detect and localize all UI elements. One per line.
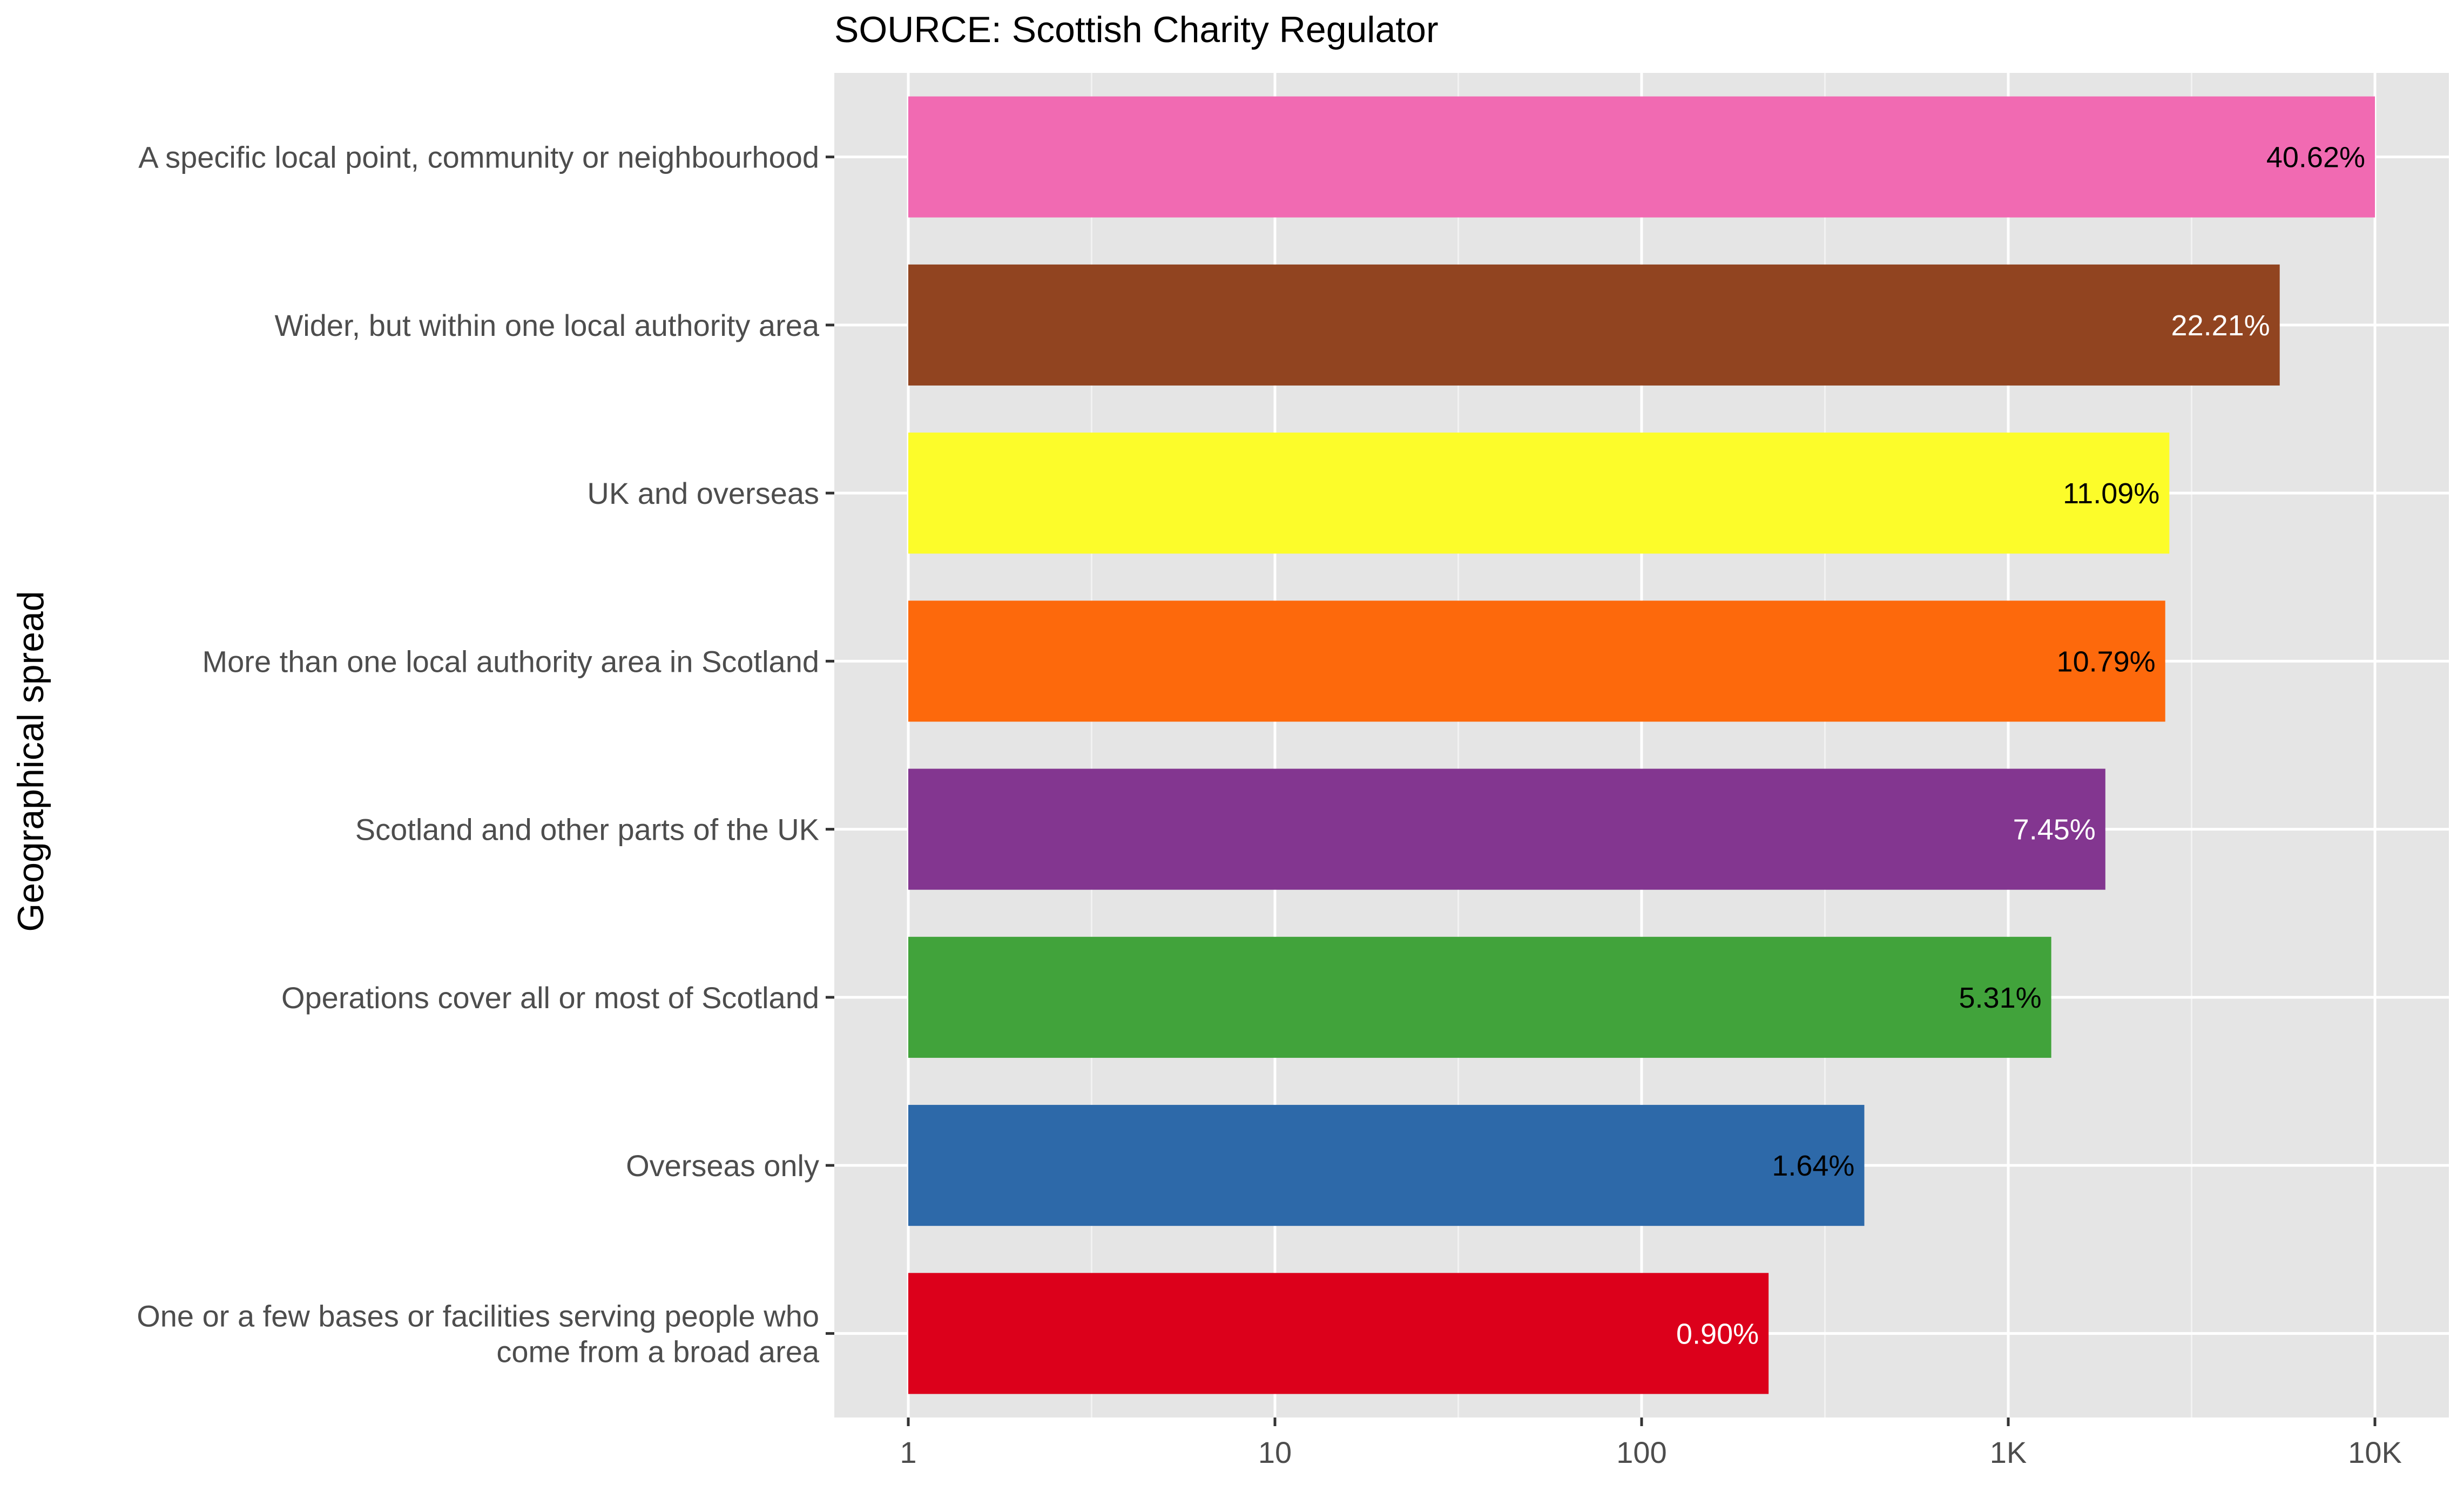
data-label: 10.79% — [2057, 645, 2156, 678]
data-label: 22.21% — [2171, 309, 2270, 342]
category-label: One or a few bases or facilities serving… — [137, 1299, 820, 1368]
bar — [908, 1273, 1769, 1394]
bar — [908, 96, 2375, 218]
data-label: 5.31% — [1959, 982, 2042, 1014]
x-tick-label: 10K — [2348, 1435, 2402, 1469]
y-axis-title: Geographical spread — [10, 591, 51, 932]
bar — [908, 936, 2051, 1058]
category-label: Operations cover all or most of Scotland — [281, 981, 819, 1015]
bar — [908, 1105, 1865, 1226]
category-label: UK and overseas — [587, 476, 819, 510]
data-label: 7.45% — [2013, 814, 2096, 846]
chart-title: SOURCE: Scottish Charity Regulator — [834, 9, 1439, 50]
data-label: 0.90% — [1676, 1318, 1759, 1350]
bars — [908, 96, 2375, 1394]
bar — [908, 768, 2105, 890]
category-label: A specific local point, community or nei… — [138, 140, 819, 174]
data-label: 11.09% — [2063, 477, 2159, 510]
bar — [908, 600, 2165, 722]
category-label: Wider, but within one local authority ar… — [274, 308, 819, 342]
x-tick-label: 1 — [900, 1435, 916, 1469]
bar — [908, 264, 2280, 386]
category-label: Scotland and other parts of the UK — [355, 813, 819, 847]
data-label: 40.62% — [2266, 141, 2365, 174]
data-label: 1.64% — [1772, 1150, 1854, 1182]
x-tick-label: 100 — [1616, 1435, 1666, 1469]
bar-labels: 40.62% 22.21% 11.09% 10.79% 7.45% 5.31% 1.64% 0… — [1676, 141, 2365, 1351]
x-tick-label: 1K — [1990, 1435, 2027, 1469]
y-axis: A specific local point, community or nei… — [137, 140, 834, 1368]
category-label: More than one local authority area in Sc… — [202, 644, 819, 678]
x-tick-label: 10 — [1258, 1435, 1292, 1469]
bar — [908, 433, 2170, 554]
category-label: Overseas only — [626, 1149, 819, 1183]
x-axis: 1 10 100 1K 10K — [900, 1418, 2402, 1469]
